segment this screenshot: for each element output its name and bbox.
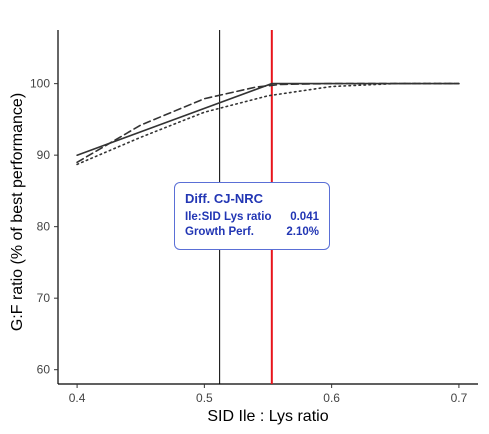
series-line-dashed — [76, 82, 460, 164]
y-tick-label: 80 — [37, 220, 51, 234]
y-tick-label: 90 — [37, 148, 51, 162]
series-line-dotted — [76, 82, 460, 166]
x-tick-label: 0.4 — [69, 391, 86, 405]
x-axis: 0.4 0.5 0.6 0.7 — [58, 383, 478, 405]
x-tick-label: 0.6 — [323, 391, 340, 405]
annotation-label: Ile:SID Lys ratio — [185, 211, 272, 223]
annotation-row: Ile:SID Lys ratio 0.041 — [185, 210, 319, 225]
y-tick-label: 70 — [37, 291, 51, 305]
x-tick-label: 0.5 — [196, 391, 213, 405]
annotation-value: 0.041 — [290, 211, 319, 223]
y-tick-label: 100 — [30, 77, 50, 91]
annotation-value: 2.10% — [286, 226, 319, 238]
x-axis-title: SID Ile : Lys ratio — [207, 408, 328, 425]
annotation-label: Growth Perf. — [185, 226, 255, 238]
y-axis: 60 70 80 90 100 — [30, 30, 59, 384]
y-tick-label: 60 — [37, 363, 51, 377]
y-axis-title: G:F ratio (% of best performance) — [9, 93, 26, 331]
series-line-solid — [76, 82, 460, 156]
series-group — [76, 82, 460, 166]
annotation-title: Diff. CJ-NRC — [185, 191, 263, 206]
annotation-row: Growth Perf. 2.10% — [185, 225, 319, 240]
annotation-box: Diff. CJ-NRC Ile:SID Lys ratio 0.041 Gro… — [174, 182, 330, 250]
x-tick-label: 0.7 — [451, 391, 468, 405]
